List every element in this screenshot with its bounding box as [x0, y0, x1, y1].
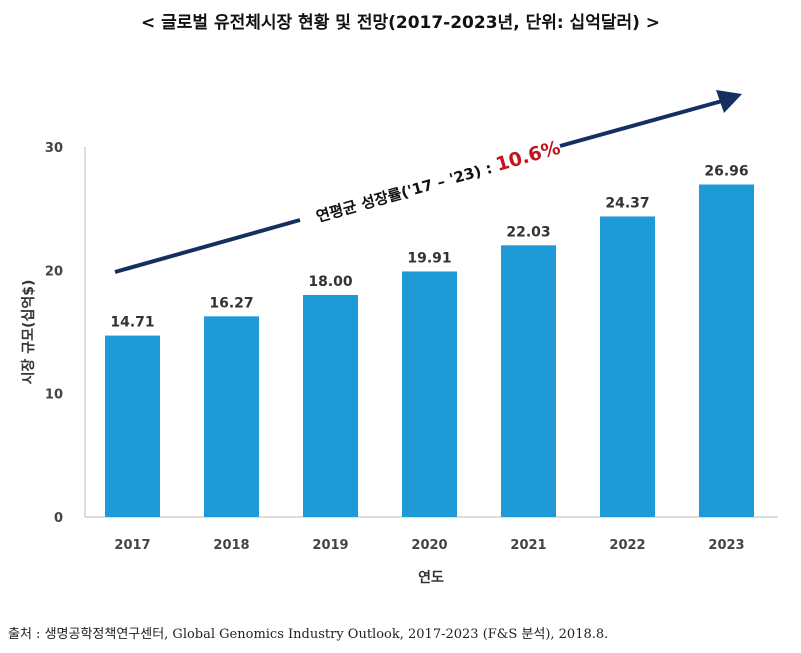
x-tick-label: 2018 [213, 538, 249, 553]
x-tick-label: 2020 [411, 538, 447, 553]
data-label: 22.03 [506, 224, 550, 240]
x-tick-label: 2017 [114, 538, 150, 553]
trend-arrowhead [716, 90, 742, 113]
y-tick-label: 10 [45, 388, 63, 403]
y-tick-label: 30 [45, 141, 63, 156]
data-label: 16.27 [209, 295, 253, 311]
bar [303, 295, 358, 517]
growth-annotation-text: 연평균 성장률('17 – '23) : [314, 158, 499, 226]
growth-annotation: 연평균 성장률('17 – '23) : 10.6% [313, 137, 562, 227]
data-label: 19.91 [407, 250, 451, 266]
trend-arrow-line [114, 218, 301, 274]
bar [501, 245, 556, 517]
bar [402, 271, 457, 517]
y-axis-label: 시장 규모(십억$) [20, 280, 37, 385]
x-tick-label: 2023 [708, 538, 744, 553]
y-tick-label: 20 [45, 264, 63, 279]
source-note: 출처 : 생명공학정책연구센터, Global Genomics Industr… [8, 627, 609, 642]
data-label: 14.71 [110, 315, 154, 331]
data-label: 18.00 [308, 274, 353, 290]
x-axis-label: 연도 [418, 570, 444, 586]
bar [699, 184, 754, 517]
x-tick-label: 2022 [609, 538, 645, 553]
growth-rate-value: 10.6% [493, 137, 562, 176]
x-tick-label: 2021 [510, 538, 546, 553]
x-tick-label: 2019 [312, 538, 348, 553]
trend-arrow-line [559, 99, 723, 148]
chart-title: < 글로벌 유전체시장 현황 및 전망(2017-2023년, 단위: 십억달러… [140, 13, 661, 33]
y-tick-label: 0 [54, 511, 63, 526]
data-label: 26.96 [704, 163, 748, 179]
bar [105, 335, 160, 517]
bar [204, 316, 259, 517]
data-label: 24.37 [605, 195, 649, 211]
bar [600, 216, 655, 518]
